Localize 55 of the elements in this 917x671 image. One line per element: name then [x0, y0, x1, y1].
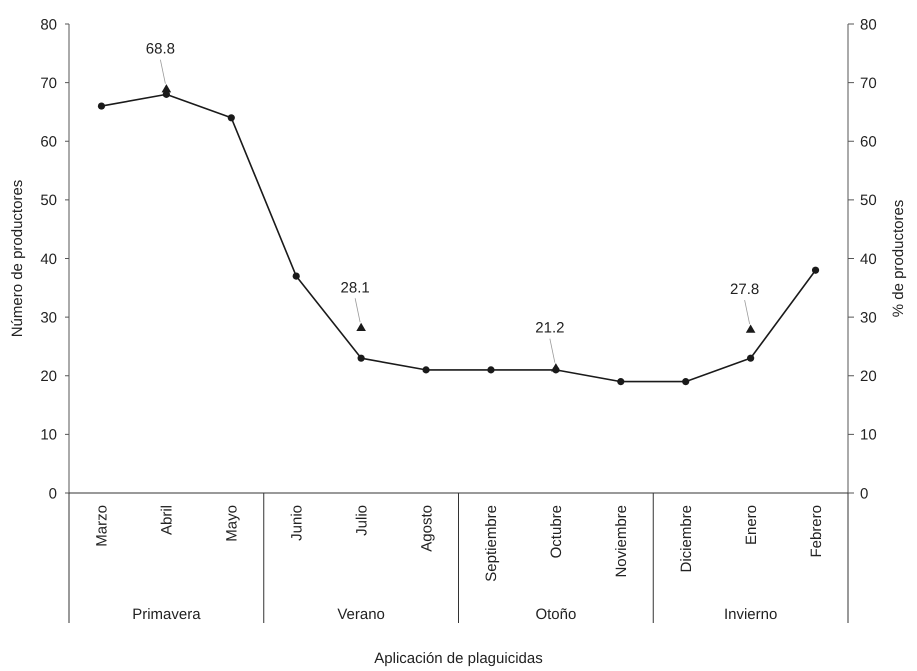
x-axis-title: Aplicación de plaguicidas	[374, 650, 543, 667]
y-axis-title: Número de productores	[9, 180, 26, 338]
x-tick-label: Junio	[288, 505, 306, 541]
y2-tick-label: 10	[860, 426, 877, 444]
y-tick-label: 30	[40, 309, 57, 326]
y-tick-label: 20	[40, 368, 57, 385]
point	[98, 102, 106, 110]
y-tick-label: 0	[48, 485, 57, 502]
y2-tick-label: 30	[860, 309, 877, 326]
point	[162, 84, 172, 92]
data-label: 28.1	[340, 279, 370, 296]
point	[682, 378, 690, 386]
point	[422, 366, 430, 374]
point	[746, 324, 756, 333]
data-label: 21.2	[535, 320, 564, 337]
x-tick-label: Septiembre	[483, 505, 500, 582]
y-tick-label: 10	[40, 426, 57, 444]
text: Verano	[337, 606, 385, 623]
x-tick-label: Noviembre	[613, 505, 630, 578]
x-tick-label: Diciembre	[678, 505, 695, 573]
y-tick-label: 40	[40, 250, 57, 268]
x-tick-label: Mayo	[224, 505, 241, 542]
y2-tick-label: 0	[860, 485, 868, 502]
point	[487, 366, 495, 374]
y-tick-label: 80	[40, 16, 57, 34]
y-tick-label: 70	[40, 74, 57, 92]
point	[356, 322, 366, 332]
y2-tick-label: 70	[860, 74, 877, 92]
x-tick-label: Enero	[742, 505, 760, 546]
y-tick-label: 50	[40, 192, 57, 210]
point	[551, 363, 561, 372]
point	[812, 266, 820, 274]
text: Invierno	[724, 606, 778, 623]
data-label: 68.8	[146, 40, 175, 58]
y2-tick-label: 40	[860, 250, 877, 268]
y2-tick-label: 80	[860, 16, 877, 34]
x-tick-label: Julio	[353, 505, 370, 536]
point	[228, 114, 235, 122]
x-tick-label: Agosto	[418, 505, 436, 552]
x-tick-label: Febrero	[808, 505, 825, 558]
y2-tick-label: 20	[860, 368, 877, 385]
data-label: 27.8	[730, 281, 760, 298]
point	[358, 354, 365, 362]
y-tick-label: 60	[40, 134, 57, 150]
point	[617, 378, 624, 386]
point	[747, 354, 754, 362]
x-tick-label: Octubre	[548, 505, 566, 558]
point	[292, 272, 300, 280]
x-tick-label: Marzo	[94, 505, 111, 547]
text: Otoño	[535, 606, 576, 623]
text: Primavera	[132, 606, 202, 623]
x-tick-label: Abril	[158, 505, 176, 536]
y2-axis-title: % de productores	[890, 200, 907, 318]
y2-tick-label: 60	[860, 134, 877, 150]
y2-tick-label: 50	[860, 192, 877, 210]
